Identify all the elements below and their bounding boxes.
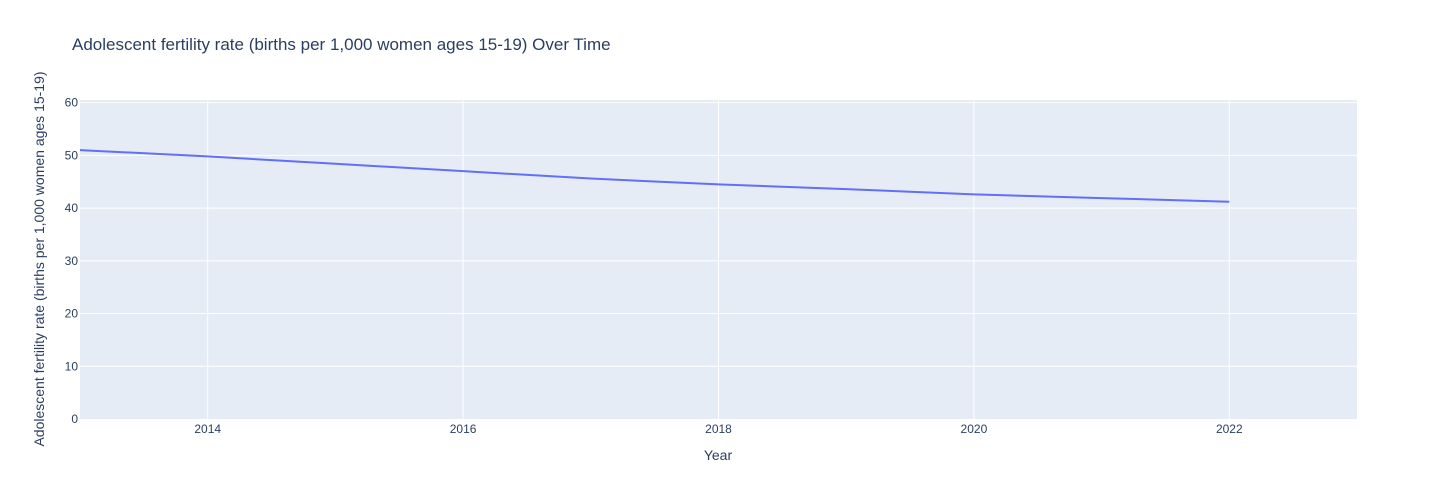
y-tick-label: 60 xyxy=(65,96,79,110)
y-tick-label: 10 xyxy=(65,359,79,373)
tick-labels: 0 10 20 30 40 50 60 2014 2016 2018 2020 2022 xyxy=(65,96,1243,436)
x-tick-label: 2014 xyxy=(194,422,221,436)
y-tick-label: 50 xyxy=(65,148,79,162)
x-axis-title: Year xyxy=(704,447,733,463)
series-line xyxy=(79,149,1230,203)
grid-lines xyxy=(80,100,1357,419)
series-layer xyxy=(79,149,1230,203)
x-tick-label: 2022 xyxy=(1216,422,1243,436)
x-tick-label: 2020 xyxy=(961,422,988,436)
y-tick-label: 30 xyxy=(65,254,79,268)
y-axis-title: Adolescent fertility rate (births per 1,… xyxy=(31,71,47,446)
chart-title: Adolescent fertility rate (births per 1,… xyxy=(72,35,611,54)
x-tick-label: 2016 xyxy=(450,422,477,436)
y-tick-label: 40 xyxy=(65,201,79,215)
x-tick-label: 2018 xyxy=(705,422,732,436)
y-tick-label: 20 xyxy=(65,307,79,321)
y-tick-label: 0 xyxy=(71,412,78,426)
